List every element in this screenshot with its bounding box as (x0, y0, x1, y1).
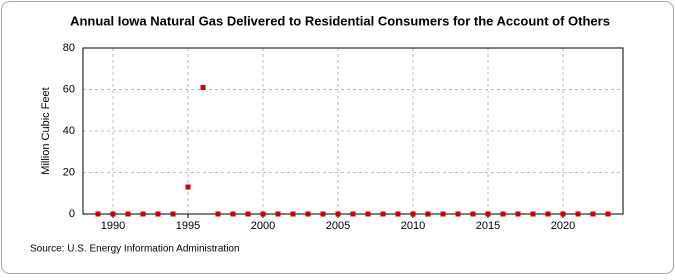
point (335, 211, 341, 217)
point (485, 211, 491, 217)
point (155, 211, 161, 217)
point (305, 211, 311, 217)
x-tick-label: 2020 (551, 220, 575, 232)
point (230, 211, 236, 217)
point (605, 211, 611, 217)
x-tick-label: 2000 (251, 220, 275, 232)
x-tick-label: 2015 (476, 220, 500, 232)
point (125, 211, 131, 217)
y-tick-label: 60 (63, 83, 75, 95)
point (425, 211, 431, 217)
y-tick-label: 80 (63, 42, 75, 54)
y-axis-label: Million Cubic Feet (40, 87, 52, 174)
point (260, 211, 266, 217)
x-tick-label: 2010 (401, 220, 425, 232)
point (470, 211, 476, 217)
point (290, 211, 296, 217)
point (575, 211, 581, 217)
point (500, 211, 506, 217)
frame (1, 1, 674, 274)
point (215, 211, 221, 217)
x-tick-label: 1990 (101, 220, 125, 232)
point (245, 211, 251, 217)
point (380, 211, 386, 217)
point (140, 211, 146, 217)
y-tick-label: 20 (63, 166, 75, 178)
point (590, 211, 596, 217)
point (275, 211, 281, 217)
point (395, 211, 401, 217)
source: Source: U.S. Energy Information Administ… (30, 244, 240, 255)
point (185, 184, 191, 190)
point (110, 211, 116, 217)
point (95, 211, 101, 217)
point (455, 211, 461, 217)
point (350, 211, 356, 217)
y-tick-label: 40 (63, 125, 75, 137)
point (170, 211, 176, 217)
point (440, 211, 446, 217)
point (410, 211, 416, 217)
point (320, 211, 326, 217)
y-tick-label: 0 (69, 208, 75, 220)
point (530, 211, 536, 217)
point (545, 211, 551, 217)
point (200, 84, 206, 90)
point (515, 211, 521, 217)
chart-title: Annual Iowa Natural Gas Delivered to Res… (70, 13, 610, 28)
x-tick-label: 1995 (176, 220, 200, 232)
point (560, 211, 566, 217)
point (365, 211, 371, 217)
x-tick-label: 2005 (326, 220, 350, 232)
